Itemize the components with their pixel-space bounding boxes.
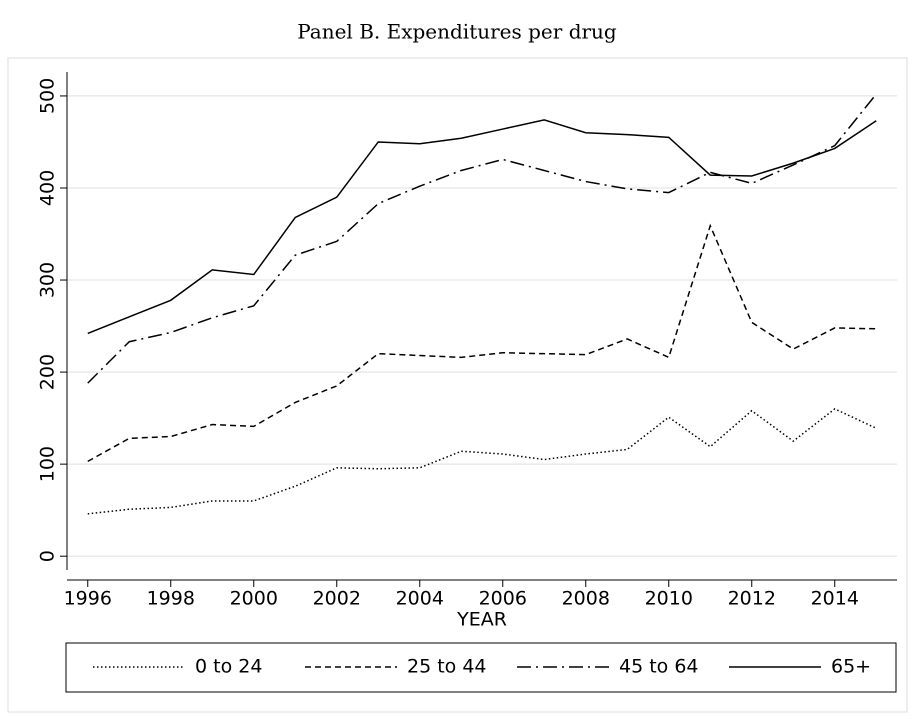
x-tick-label: 2010 — [645, 588, 693, 610]
series-line — [87, 119, 877, 335]
y-tick-label: 200 — [37, 354, 59, 390]
x-tick-label: 2012 — [728, 588, 776, 610]
legend-label: 25 to 44 — [407, 656, 487, 678]
x-tick-label: 1998 — [147, 588, 195, 610]
y-tick-label: 0 — [37, 550, 59, 562]
x-tick-label: 2014 — [811, 588, 859, 610]
x-tick-label: 1996 — [64, 588, 112, 610]
y-tick-label: 300 — [37, 262, 59, 298]
x-tick-label: 2004 — [396, 588, 444, 610]
x-tick-label: 2002 — [313, 588, 361, 610]
legend-label: 0 to 24 — [195, 656, 262, 678]
x-tick-label: 2000 — [230, 588, 278, 610]
chart-title: Panel B. Expenditures per drug — [297, 20, 617, 44]
chart-frame — [7, 57, 908, 713]
legend-label: 45 to 64 — [619, 656, 699, 678]
series-line — [87, 408, 877, 515]
y-tick-label: 400 — [37, 170, 59, 206]
x-tick-label: 2006 — [479, 588, 527, 610]
y-tick-label: 500 — [37, 78, 59, 114]
x-tick-label: 2008 — [562, 588, 610, 610]
series-line — [87, 93, 877, 384]
series-line — [87, 223, 877, 463]
y-tick-label: 100 — [37, 446, 59, 482]
legend-label: 65+ — [831, 656, 871, 678]
x-axis-label: YEAR — [456, 609, 507, 631]
